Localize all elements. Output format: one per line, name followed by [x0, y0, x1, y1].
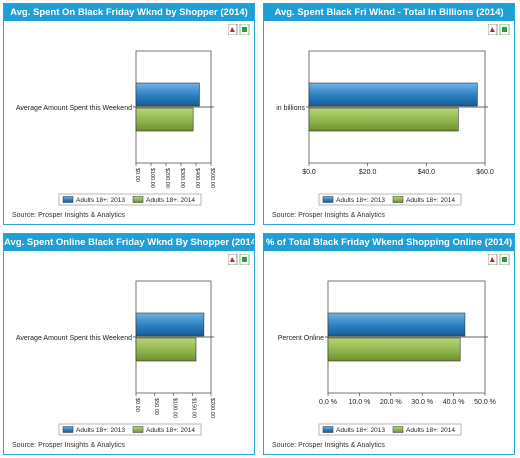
legend-swatch-2013 [62, 426, 74, 433]
category-label: Average Amount Spent this Weekend [16, 335, 132, 342]
pdf-export-icon[interactable] [228, 254, 238, 265]
chart-area: Average Amount Spent this Weekend $0.00 $1… [16, 50, 215, 206]
pdf-export-icon[interactable] [488, 24, 498, 35]
x-tick-label: $100.00 [149, 168, 155, 188]
excel-export-icon[interactable] [239, 254, 250, 265]
x-tick-label: 30.0 % [411, 399, 433, 406]
bar-2013 [308, 82, 478, 107]
legend-label: Adults 18+: 2013 [336, 197, 385, 204]
x-tick-label: $40.0 [418, 169, 436, 176]
legend-swatch-2013 [322, 196, 334, 203]
legend-label: Adults 18+: 2014 [406, 427, 455, 434]
x-tick-label: $500.00 [209, 168, 215, 188]
x-tick-label: 20.0 % [380, 399, 402, 406]
source-note: Source: Prosper Insights & Analytics [272, 442, 385, 449]
legend-box [58, 423, 202, 436]
legend-swatch-2014 [132, 426, 144, 433]
legend-swatch-2013 [322, 426, 334, 433]
x-tick-label: $0.00 [134, 398, 140, 412]
legend-swatch-2014 [392, 196, 404, 203]
x-tick-label: $100.00 [172, 398, 178, 418]
x-tick-label: 40.0 % [443, 399, 465, 406]
chart-title: Avg. Spent Black Fri Wknd - Total In Bil… [264, 4, 514, 21]
chart-panel-avg-spent-online: Avg. Spent Online Black Friday Wknd By S… [3, 233, 255, 455]
x-tick-label: $50.00 [153, 398, 159, 415]
pdf-export-icon[interactable] [488, 254, 498, 265]
x-tick-label: $20.0 [359, 169, 377, 176]
export-tools [488, 254, 510, 265]
chart-panel-avg-spent-weekend: Avg. Spent On Black Friday Wknd by Shopp… [3, 3, 255, 225]
legend-swatch-2014 [132, 196, 144, 203]
legend-label: Adults 18+: 2013 [336, 427, 385, 434]
x-tick-label: 0.0 % [319, 399, 337, 406]
chart-area: Percent Online 0.0 % 10.0 % 20.0 % 30.0 % 40.… [278, 280, 496, 436]
legend-label: Adults 18+: 2014 [146, 197, 195, 204]
source-note: Source: Prosper Insights & Analytics [12, 442, 125, 449]
x-tick-label: $200.00 [209, 398, 215, 418]
legend-box [58, 193, 202, 206]
chart-panel-percent-online: % of Total Black Friday Wkend Shopping O… [263, 233, 515, 455]
bar-2013 [135, 82, 200, 107]
category-label: Average Amount Spent this Weekend [16, 105, 132, 112]
legend-box [318, 193, 462, 206]
legend-box [318, 423, 462, 436]
legend-swatch-2014 [392, 426, 404, 433]
export-tools [228, 24, 250, 35]
bar-2014 [327, 337, 461, 362]
legend-label: Adults 18+: 2013 [76, 427, 125, 434]
bar-2013 [135, 312, 205, 337]
chart-panel-total-billions: Avg. Spent Black Fri Wknd - Total In Bil… [263, 3, 515, 225]
export-tools [228, 254, 250, 265]
chart-title: % of Total Black Friday Wkend Shopping O… [264, 234, 514, 251]
legend-label: Adults 18+: 2014 [146, 427, 195, 434]
source-note: Source: Prosper Insights & Analytics [272, 212, 385, 219]
bar-2013 [327, 312, 466, 337]
excel-export-icon[interactable] [499, 24, 510, 35]
x-tick-label: $300.00 [179, 168, 185, 188]
chart-area: Average Amount Spent this Weekend $0.00 $5… [16, 280, 215, 436]
pdf-export-icon[interactable] [228, 24, 238, 35]
x-tick-label: $150.00 [190, 398, 196, 418]
chart-area: in billions $0.0 $20.0 $40.0 $60.0 Adults 18+… [276, 50, 494, 206]
export-tools [488, 24, 510, 35]
bar-2014 [308, 107, 459, 132]
excel-export-icon[interactable] [239, 24, 250, 35]
bar-2014 [135, 107, 194, 132]
chart-title: Avg. Spent On Black Friday Wknd by Shopp… [4, 4, 254, 21]
x-tick-label: $0.00 [134, 168, 140, 182]
x-tick-label: $60.0 [476, 169, 494, 176]
x-tick-label: $0.0 [302, 169, 316, 176]
x-tick-label: $400.00 [194, 168, 200, 188]
bar-2014 [135, 337, 197, 362]
x-tick-label: 50.0 % [474, 399, 496, 406]
excel-export-icon[interactable] [499, 254, 510, 265]
legend-label: Adults 18+: 2013 [76, 197, 125, 204]
x-tick-label: 10.0 % [349, 399, 371, 406]
x-tick-label: $200.00 [164, 168, 170, 188]
chart-title: Avg. Spent Online Black Friday Wknd By S… [4, 234, 254, 251]
category-label: Percent Online [278, 335, 324, 342]
legend-label: Adults 18+: 2014 [406, 197, 455, 204]
legend-swatch-2013 [62, 196, 74, 203]
source-note: Source: Prosper Insights & Analytics [12, 212, 125, 219]
category-label: in billions [276, 105, 305, 112]
